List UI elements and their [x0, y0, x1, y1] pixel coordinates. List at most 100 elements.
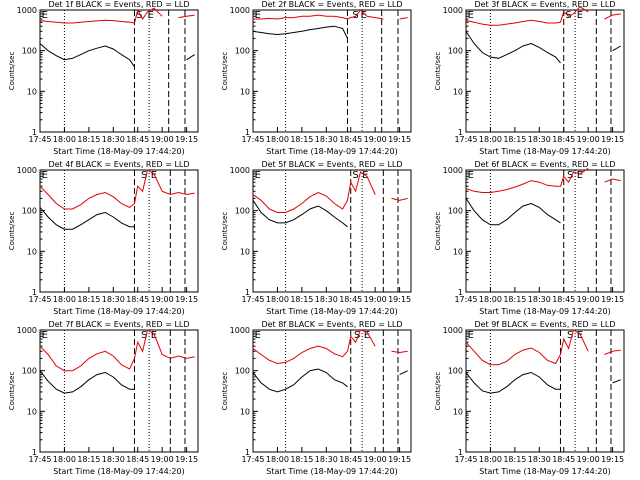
y-tick-label: 1 — [458, 128, 463, 137]
y-tick-label: 100 — [235, 47, 250, 56]
x-tick-label: 18:15 — [77, 295, 100, 304]
y-tick-label: 100 — [448, 207, 463, 216]
x-tick-label: 18:00 — [53, 455, 76, 464]
series-line — [465, 371, 621, 394]
x-tick-label: 17:45 — [454, 455, 477, 464]
chart-title: Det 3f BLACK = Events, RED = LLD — [474, 0, 615, 9]
series-line — [252, 329, 408, 365]
annotation: E — [577, 170, 583, 181]
y-tick-label: 1 — [32, 288, 37, 297]
y-tick-label: 1 — [245, 448, 250, 457]
x-tick-label: 19:15 — [601, 135, 624, 144]
x-axis-label: Start Time (18-May-09 17:44:20) — [53, 147, 184, 156]
series-line — [465, 167, 621, 193]
chart-title: Det 2f BLACK = Events, RED = LLD — [261, 0, 402, 9]
x-tick-label: 19:00 — [364, 135, 387, 144]
x-tick-label: 18:45 — [126, 135, 149, 144]
x-tick-label: 18:30 — [315, 135, 338, 144]
annotation: S — [354, 330, 360, 341]
annotation: S — [352, 10, 358, 21]
x-tick-label: 18:15 — [290, 135, 313, 144]
annotation: S — [141, 170, 147, 181]
x-tick-label: 18:00 — [479, 455, 502, 464]
series-line — [39, 329, 195, 372]
y-tick-label: 100 — [22, 47, 37, 56]
series-line — [252, 171, 408, 213]
y-axis-label: Counts/sec — [8, 212, 16, 251]
x-tick-label: 18:00 — [479, 295, 502, 304]
annotation: E — [364, 330, 370, 341]
y-tick-label: 100 — [22, 207, 37, 216]
y-axis-label: Counts/sec — [221, 52, 229, 91]
chart-title: Det 6f BLACK = Events, RED = LLD — [474, 160, 615, 169]
plot-frame — [39, 329, 199, 453]
x-tick-label: 18:30 — [528, 295, 551, 304]
x-tick-label: 18:45 — [126, 455, 149, 464]
x-axis-label: Start Time (18-May-09 17:44:20) — [266, 147, 397, 156]
y-tick-label: 1 — [32, 448, 37, 457]
x-tick-label: 19:15 — [175, 295, 198, 304]
series-line — [252, 200, 348, 228]
x-tick-label: 18:15 — [290, 295, 313, 304]
x-tick-label: 18:15 — [503, 455, 526, 464]
x-axis-label: Start Time (18-May-09 17:44:20) — [479, 307, 610, 316]
x-tick-label: 17:45 — [241, 295, 264, 304]
plot-frame — [465, 9, 625, 133]
y-tick-label: 100 — [235, 207, 250, 216]
x-tick-label: 18:30 — [315, 455, 338, 464]
plot-frame — [465, 329, 625, 453]
x-tick-label: 19:15 — [388, 135, 411, 144]
annotation: E — [468, 10, 474, 21]
x-tick-label: 19:15 — [601, 455, 624, 464]
x-tick-label: 18:15 — [77, 455, 100, 464]
y-tick-label: 1 — [32, 128, 37, 137]
x-tick-label: 19:00 — [151, 135, 174, 144]
annotation: E — [255, 330, 261, 341]
series-line — [39, 7, 195, 24]
annotation: S — [136, 10, 142, 21]
x-tick-label: 19:00 — [151, 455, 174, 464]
series-line — [252, 368, 408, 393]
y-tick-label: 1000 — [443, 166, 463, 175]
x-tick-label: 18:30 — [315, 295, 338, 304]
x-tick-label: 18:45 — [339, 295, 362, 304]
annotation: E — [361, 10, 367, 21]
x-tick-label: 18:45 — [552, 135, 575, 144]
y-tick-label: 10 — [453, 87, 463, 96]
y-tick-label: 10 — [240, 247, 250, 256]
x-tick-label: 19:15 — [601, 295, 624, 304]
series-line — [39, 370, 135, 394]
x-tick-label: 17:45 — [28, 295, 51, 304]
series-line — [465, 329, 621, 366]
annotation: S — [567, 330, 573, 341]
x-tick-label: 18:00 — [266, 455, 289, 464]
chart-title: Det 4f BLACK = Events, RED = LLD — [48, 160, 189, 169]
x-tick-label: 19:15 — [175, 455, 198, 464]
y-tick-label: 1 — [245, 128, 250, 137]
y-axis-label: Counts/sec — [221, 372, 229, 411]
x-tick-label: 19:00 — [151, 295, 174, 304]
annotation: E — [577, 10, 583, 21]
x-tick-label: 18:30 — [528, 455, 551, 464]
y-tick-label: 1 — [245, 288, 250, 297]
annotation: E — [468, 170, 474, 181]
y-tick-label: 10 — [27, 247, 37, 256]
x-tick-label: 18:15 — [503, 135, 526, 144]
x-tick-label: 17:45 — [241, 135, 264, 144]
chart-title: Det 9f BLACK = Events, RED = LLD — [474, 320, 615, 329]
x-tick-label: 17:45 — [241, 455, 264, 464]
x-tick-label: 17:45 — [454, 295, 477, 304]
annotation: E — [255, 10, 261, 21]
x-tick-label: 19:00 — [577, 295, 600, 304]
annotation: S — [141, 330, 147, 341]
y-tick-label: 10 — [453, 407, 463, 416]
x-tick-label: 18:45 — [126, 295, 149, 304]
y-tick-label: 10 — [240, 407, 250, 416]
plot-frame — [465, 169, 625, 293]
y-tick-label: 1000 — [17, 326, 37, 335]
x-tick-label: 18:30 — [102, 295, 125, 304]
series-line — [253, 9, 408, 20]
x-tick-label: 18:30 — [102, 455, 125, 464]
